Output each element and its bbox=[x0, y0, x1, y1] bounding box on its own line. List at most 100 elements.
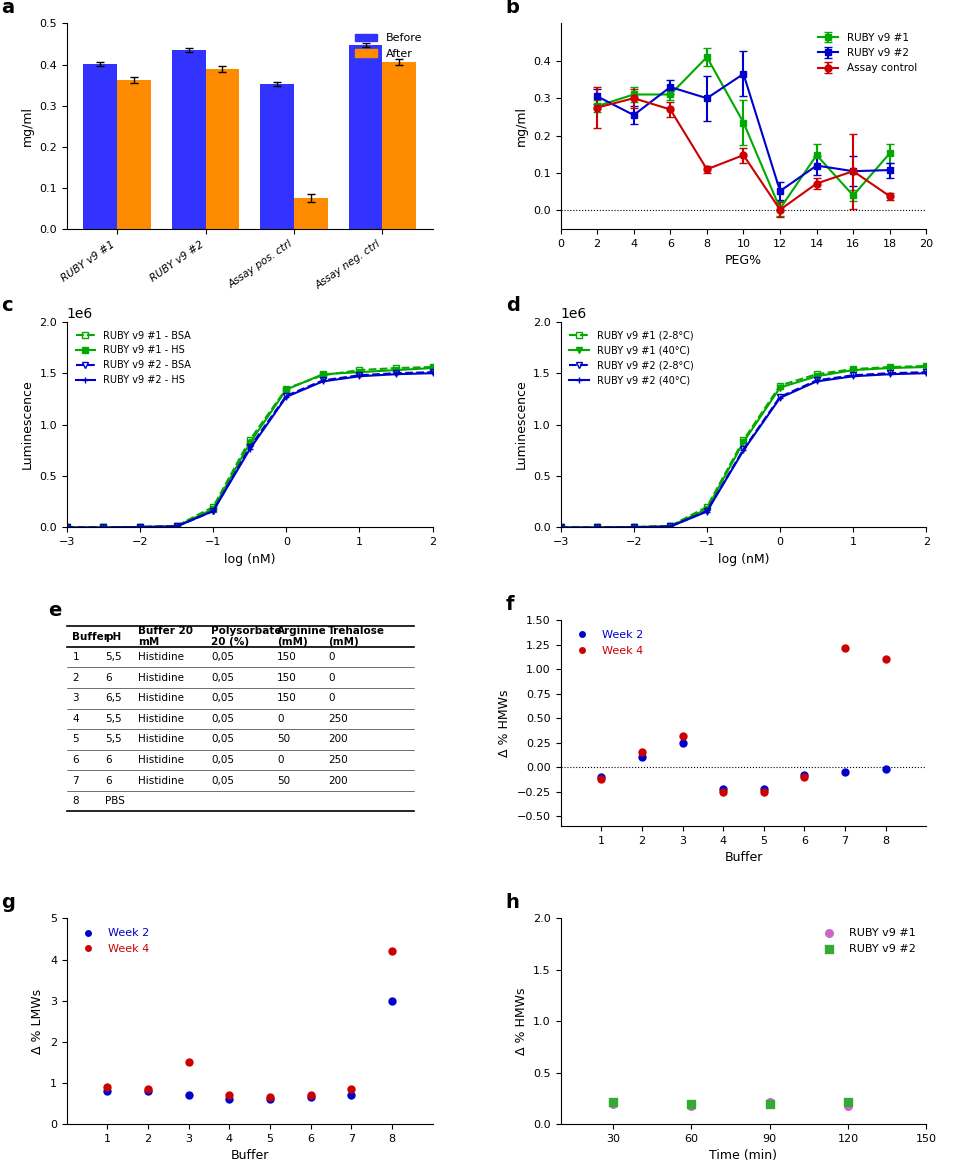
RUBY v9 #2 - BSA bbox=[281, 389, 292, 403]
Point bbox=[140, 1082, 156, 1101]
RUBY v9 #2 (2-8°C) bbox=[921, 365, 932, 379]
Text: 3: 3 bbox=[73, 693, 79, 704]
RUBY v9 #2 - HS bbox=[391, 368, 402, 382]
RUBY v9 #1 (40°C) bbox=[555, 520, 566, 534]
Point bbox=[838, 762, 853, 781]
Text: 5,5: 5,5 bbox=[105, 714, 122, 724]
RUBY v9 #2 (2-8°C) bbox=[884, 367, 896, 381]
RUBY v9 #2 bbox=[762, 1094, 777, 1112]
Point bbox=[344, 1086, 359, 1104]
Text: 0: 0 bbox=[329, 652, 335, 662]
RUBY v9 #2 - BSA bbox=[391, 367, 402, 381]
X-axis label: Buffer: Buffer bbox=[230, 1150, 269, 1163]
RUBY v9 #1 - BSA bbox=[61, 520, 73, 534]
RUBY v9 #2 - HS bbox=[97, 520, 109, 534]
RUBY v9 #1 (2-8°C) bbox=[591, 520, 603, 534]
Point bbox=[140, 1080, 156, 1098]
Legend: RUBY v9 #1 (2-8°C), RUBY v9 #1 (40°C), RUBY v9 #2 (2-8°C), RUBY v9 #2 (40°C): RUBY v9 #1 (2-8°C), RUBY v9 #1 (40°C), R… bbox=[565, 327, 697, 389]
Line: RUBY v9 #2 - HS: RUBY v9 #2 - HS bbox=[63, 370, 436, 530]
Text: pH: pH bbox=[105, 631, 121, 642]
RUBY v9 #1 - HS bbox=[207, 502, 219, 516]
Point bbox=[675, 733, 690, 752]
Point bbox=[715, 779, 731, 797]
RUBY v9 #2 (2-8°C) bbox=[628, 520, 640, 534]
RUBY v9 #2 - BSA bbox=[171, 520, 182, 534]
Bar bbox=[261, 84, 294, 230]
RUBY v9 #1 bbox=[684, 1096, 699, 1115]
RUBY v9 #2 (2-8°C) bbox=[847, 368, 859, 382]
RUBY v9 #2 - HS bbox=[244, 443, 255, 457]
Legend: Week 2, Week 4: Week 2, Week 4 bbox=[566, 625, 647, 660]
Legend: Before, After: Before, After bbox=[350, 29, 427, 63]
Point bbox=[838, 638, 853, 657]
Point bbox=[181, 1086, 197, 1104]
Bar bbox=[83, 63, 117, 230]
Text: 7: 7 bbox=[73, 775, 79, 786]
Bar bbox=[349, 44, 382, 230]
Point bbox=[100, 1077, 116, 1096]
RUBY v9 #1 (40°C) bbox=[701, 502, 712, 516]
Text: Buffer: Buffer bbox=[73, 631, 109, 642]
Point bbox=[100, 1082, 116, 1101]
Point bbox=[756, 782, 772, 801]
Text: Histidine: Histidine bbox=[138, 714, 184, 724]
Text: Buffer 20
mM: Buffer 20 mM bbox=[138, 625, 193, 648]
Text: 0: 0 bbox=[329, 693, 335, 704]
Text: d: d bbox=[506, 296, 520, 315]
RUBY v9 #2 (40°C) bbox=[811, 375, 822, 389]
Point bbox=[756, 779, 772, 797]
RUBY v9 #2 bbox=[684, 1094, 699, 1112]
RUBY v9 #2 (40°C) bbox=[701, 505, 712, 519]
Y-axis label: Δ % LMWs: Δ % LMWs bbox=[32, 988, 45, 1054]
Point bbox=[222, 1090, 237, 1109]
Line: RUBY v9 #1 - BSA: RUBY v9 #1 - BSA bbox=[64, 364, 435, 530]
RUBY v9 #2 (40°C) bbox=[884, 368, 896, 382]
X-axis label: log (nM): log (nM) bbox=[718, 553, 769, 566]
Text: Arginine
(mM): Arginine (mM) bbox=[277, 625, 327, 648]
RUBY v9 #1 (40°C) bbox=[738, 436, 750, 450]
Text: a: a bbox=[1, 0, 14, 18]
Text: Histidine: Histidine bbox=[138, 693, 184, 704]
Text: 6: 6 bbox=[105, 755, 112, 765]
RUBY v9 #2 - BSA bbox=[207, 504, 219, 518]
Point bbox=[594, 769, 609, 788]
RUBY v9 #1 - HS bbox=[281, 383, 292, 397]
Point bbox=[715, 782, 731, 801]
Text: e: e bbox=[49, 601, 62, 619]
Text: 250: 250 bbox=[329, 755, 349, 765]
Point bbox=[263, 1088, 278, 1107]
Bar bbox=[382, 62, 416, 230]
Point bbox=[384, 992, 399, 1011]
RUBY v9 #1 (40°C) bbox=[665, 519, 676, 533]
RUBY v9 #2 - HS bbox=[207, 504, 219, 518]
Bar bbox=[205, 69, 239, 230]
X-axis label: Buffer: Buffer bbox=[724, 851, 763, 864]
RUBY v9 #1 - HS bbox=[317, 368, 329, 382]
RUBY v9 #1 (2-8°C) bbox=[738, 433, 750, 447]
Text: f: f bbox=[506, 595, 514, 614]
RUBY v9 #1 - BSA bbox=[317, 368, 329, 382]
RUBY v9 #2 - BSA bbox=[61, 520, 73, 534]
RUBY v9 #1 (2-8°C) bbox=[665, 519, 676, 533]
Text: 5,5: 5,5 bbox=[105, 652, 122, 662]
RUBY v9 #2 (2-8°C) bbox=[555, 520, 566, 534]
RUBY v9 #2 - HS bbox=[427, 367, 438, 381]
RUBY v9 #2 bbox=[840, 1093, 856, 1111]
Text: 0,05: 0,05 bbox=[211, 652, 234, 662]
RUBY v9 #1 - BSA bbox=[391, 361, 402, 375]
Text: 250: 250 bbox=[329, 714, 349, 724]
RUBY v9 #2 - BSA bbox=[97, 520, 109, 534]
Point bbox=[263, 1090, 278, 1109]
RUBY v9 #2 (2-8°C) bbox=[591, 520, 603, 534]
Y-axis label: Δ % HMWs: Δ % HMWs bbox=[499, 690, 511, 756]
RUBY v9 #1 - HS bbox=[135, 520, 146, 534]
RUBY v9 #1 bbox=[762, 1093, 777, 1111]
RUBY v9 #1 - BSA bbox=[97, 520, 109, 534]
Text: 0,05: 0,05 bbox=[211, 672, 234, 683]
RUBY v9 #2 (2-8°C) bbox=[701, 504, 712, 518]
Text: c: c bbox=[1, 296, 12, 315]
Text: 1: 1 bbox=[73, 652, 79, 662]
RUBY v9 #1 - HS bbox=[171, 519, 182, 533]
RUBY v9 #2 - HS bbox=[281, 390, 292, 404]
Point bbox=[878, 650, 893, 669]
